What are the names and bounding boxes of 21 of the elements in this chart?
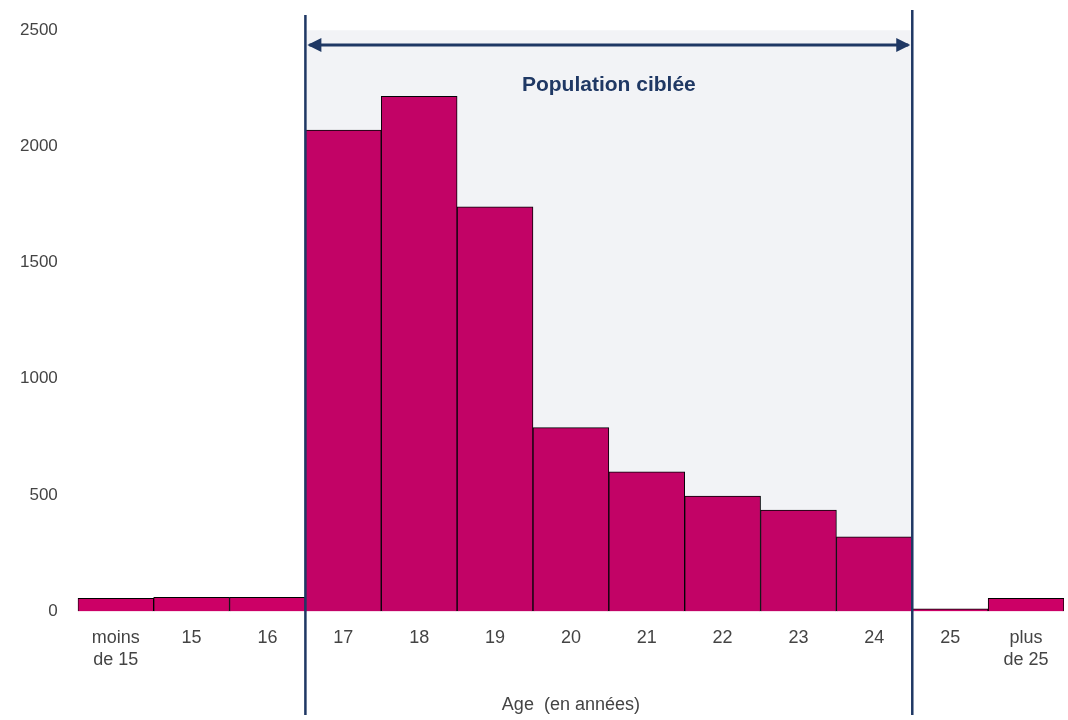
x-tick-label: 16 (257, 626, 278, 647)
x-tick-label: 24 (864, 626, 885, 647)
y-tick-label: 0 (48, 600, 58, 620)
x-tick-label: 20 (560, 626, 581, 647)
y-tick-label: 2500 (19, 19, 58, 39)
x-tick-label: 21 (636, 626, 657, 647)
x-tick-label: 18 (409, 626, 430, 647)
y-tick-label: 500 (29, 484, 58, 504)
y-tick-label: 2000 (19, 136, 58, 156)
x-tick-label: moins de 15 (91, 626, 140, 669)
x-tick-label: 15 (181, 626, 202, 647)
x-tick-label: 19 (485, 626, 506, 647)
band-label: Population ciblée (521, 71, 696, 95)
x-tick-label: 25 (940, 626, 961, 647)
x-tick-label: 17 (333, 626, 354, 647)
x-tick-label: 22 (712, 626, 733, 647)
y-tick-label: 1000 (19, 368, 58, 388)
y-tick-label: 1500 (19, 252, 58, 272)
x-axis-title: Age (en années) (501, 694, 640, 715)
x-tick-label: 23 (788, 626, 809, 647)
x-tick-label: plus de 25 (1003, 626, 1049, 669)
